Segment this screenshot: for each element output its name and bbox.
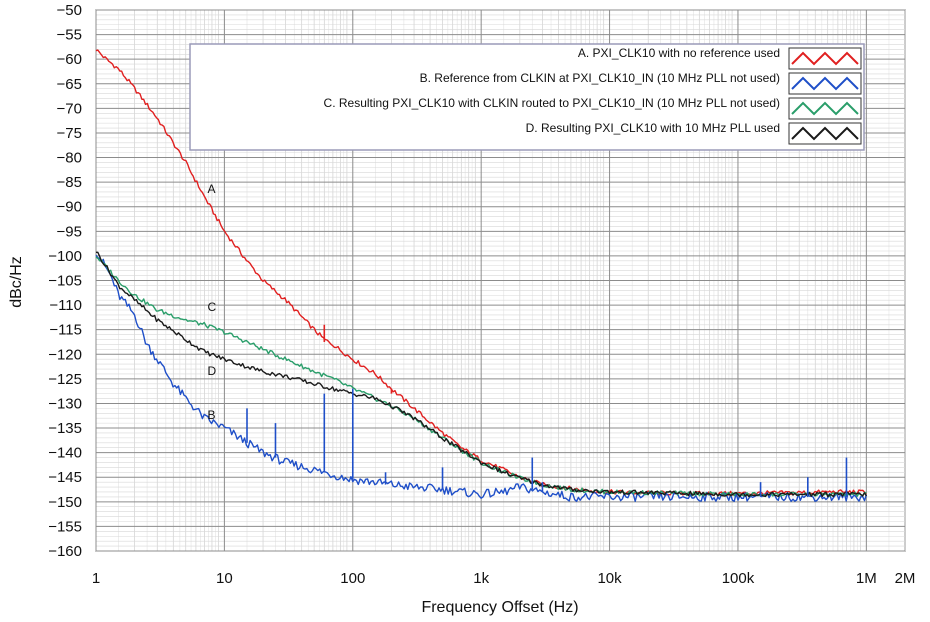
legend-swatch-line — [791, 76, 859, 91]
legend-entry-label: D. Resulting PXI_CLK10 with 10 MHz PLL u… — [526, 121, 780, 135]
y-tick-label: −85 — [57, 174, 82, 191]
curve-labels: A B C D — [208, 182, 217, 422]
curve-label: C — [208, 300, 217, 314]
y-axis-label: dBc/Hz — [8, 256, 25, 308]
legend-swatch-box — [788, 47, 862, 70]
x-tick-label: 10k — [597, 570, 622, 587]
x-tick-label: 1M — [856, 570, 877, 587]
curve-label: A — [208, 182, 216, 196]
curve-label: D — [208, 364, 217, 378]
legend-entry-label: B. Reference from CLKIN at PXI_CLK10_IN … — [420, 71, 780, 85]
y-tick-label: −140 — [48, 445, 82, 462]
x-tick-label: 100k — [722, 570, 755, 587]
y-tick-label: −150 — [48, 494, 82, 511]
y-tick-label: −130 — [48, 395, 82, 412]
y-tick-label: −160 — [48, 543, 82, 560]
x-tick-label: 100 — [340, 570, 365, 587]
y-tick-label: −50 — [57, 2, 82, 19]
x-tick-label: 1k — [473, 570, 489, 587]
y-tick-label: −90 — [57, 199, 82, 216]
y-tick-label: −135 — [48, 420, 82, 437]
x-axis-label: Frequency Offset (Hz) — [421, 599, 578, 616]
legend-swatch-box — [788, 72, 862, 95]
legend-box — [189, 43, 865, 151]
legend-swatch-line — [791, 51, 859, 66]
y-tick-label: −75 — [57, 125, 82, 142]
curve-label: B — [208, 408, 216, 422]
x-tick-label: 2M — [895, 570, 916, 587]
x-tick-label: 1 — [92, 570, 100, 587]
legend-swatch-box — [788, 122, 862, 145]
y-tick-label: −70 — [57, 100, 82, 117]
x-tick-label: 10 — [216, 570, 233, 587]
x-axis-ticks: 1 10 100 1k 10k 100k 1M 2M — [92, 570, 916, 587]
y-tick-label: −110 — [49, 297, 82, 314]
series-line — [96, 251, 868, 498]
y-tick-label: −105 — [48, 273, 82, 290]
y-axis-ticks: −50 −55 −60 −65 −70 −75 −80 −85 −90 −95 −100 −105 −1… — [48, 2, 82, 560]
y-tick-label: −100 — [48, 248, 82, 265]
legend-swatch-line — [791, 126, 859, 141]
legend-entry-label: C. Resulting PXI_CLK10 with CLKIN routed… — [324, 96, 780, 110]
y-tick-label: −145 — [48, 469, 82, 486]
series-layer — [95, 49, 868, 502]
y-tick-label: −120 — [48, 346, 82, 363]
y-tick-label: −65 — [57, 76, 82, 93]
legend: A. PXI_CLK10 with no reference used B. Re… — [189, 43, 865, 151]
legend-entry-label: A. PXI_CLK10 with no reference used — [578, 46, 780, 60]
y-tick-label: −125 — [48, 371, 82, 388]
y-tick-label: −55 — [57, 27, 82, 44]
y-tick-label: −155 — [48, 518, 82, 535]
y-tick-label: −115 — [49, 322, 82, 339]
y-tick-label: −95 — [57, 223, 82, 240]
legend-swatch-box — [788, 97, 862, 120]
legend-swatch-line — [791, 101, 859, 116]
y-tick-label: −60 — [57, 51, 82, 68]
y-tick-label: −80 — [57, 150, 82, 167]
series-line — [95, 254, 868, 502]
